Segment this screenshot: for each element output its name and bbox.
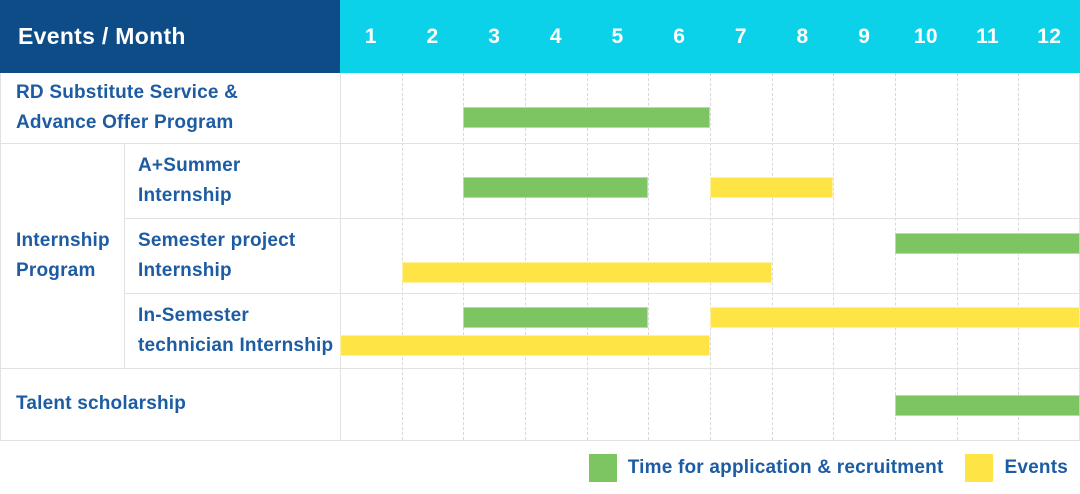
legend-swatch-event [965, 454, 994, 482]
month-header-cell: 6 [673, 24, 686, 48]
month-gridline [710, 73, 712, 440]
gantt-bar-event [402, 262, 772, 283]
gantt-bar-application [895, 395, 1080, 416]
gantt-bar-event [710, 307, 1080, 328]
month-header-cell: 7 [734, 24, 747, 48]
row-label-line: In-Semester [138, 304, 249, 326]
row-label-cell: RD Substitute Service & Advance Offer Pro… [0, 73, 340, 143]
month-header-cell: 10 [913, 24, 938, 48]
month-header-cell: 2 [426, 24, 439, 48]
legend-label: Events [1004, 457, 1068, 478]
row-divider-line [124, 218, 1080, 219]
row-divider-line [0, 368, 1080, 369]
legend-label: Time for application & recruitment [627, 457, 944, 478]
month-header-cell: 8 [796, 24, 809, 48]
month-header-cell: 12 [1037, 24, 1062, 48]
row-label-cell: In-Semester technician Internship [124, 293, 340, 368]
month-header-cell: 1 [364, 24, 377, 48]
gantt-bar-application [895, 233, 1080, 254]
row-label-cell: Semester project Internship [124, 218, 340, 293]
row-label-line: technician Internship [138, 334, 334, 356]
month-gridline [957, 73, 959, 440]
row-label-line: A+Summer [138, 154, 241, 176]
month-header-cell: 4 [549, 24, 562, 48]
month-header-row: 1 2 3 4 5 6 7 8 9 10 11 12 [340, 0, 1080, 73]
row-divider-line [0, 143, 1080, 144]
gantt-bar-event [340, 335, 710, 356]
month-header-cell: 11 [976, 24, 999, 48]
row-label-line: Semester project [138, 229, 296, 251]
gantt-bar-application [463, 107, 710, 128]
row-divider-line [124, 293, 1080, 294]
header-events-month-cell: Events / Month [0, 0, 340, 73]
month-header-cell: 3 [488, 24, 501, 48]
row-label-cell: A+Summer Internship [124, 143, 340, 218]
legend-item-event: Events [965, 454, 1068, 482]
table-border-line [124, 143, 125, 368]
row-label-line: RD Substitute Service & [16, 82, 239, 103]
gantt-bar-event [710, 177, 833, 198]
group-label-cell: Internship Program [0, 143, 124, 368]
table-border-line [0, 73, 1, 440]
month-gridline [587, 73, 589, 440]
legend-item-application: Time for application & recruitment [588, 454, 944, 482]
month-header-cell: 5 [611, 24, 624, 48]
month-gridline [895, 73, 897, 440]
month-gridline [402, 73, 404, 440]
row-label-line: Talent scholarship [16, 393, 187, 414]
month-gridline [463, 73, 465, 440]
table-border-line [340, 73, 341, 440]
legend: Time for application & recruitment Events [0, 446, 1080, 490]
row-label-line: Advance Offer Program [16, 112, 234, 133]
gantt-bar-application [463, 307, 648, 328]
month-header-cell: 9 [858, 24, 871, 48]
row-label-line: Internship [138, 184, 232, 206]
row-divider-line [0, 440, 1080, 441]
month-gridline [648, 73, 650, 440]
header-events-month-label: Events / Month [18, 23, 186, 49]
group-label-line: Internship [16, 229, 110, 251]
month-gridline [772, 73, 774, 440]
row-label-line: Internship [138, 259, 232, 281]
gantt-bar-application [463, 177, 648, 198]
month-gridline [1018, 73, 1020, 440]
month-gridline [525, 73, 527, 440]
month-gridline [833, 73, 835, 440]
group-label-line: Program [16, 259, 96, 281]
row-label-cell: Talent scholarship [0, 368, 340, 440]
legend-swatch-application [588, 454, 617, 482]
